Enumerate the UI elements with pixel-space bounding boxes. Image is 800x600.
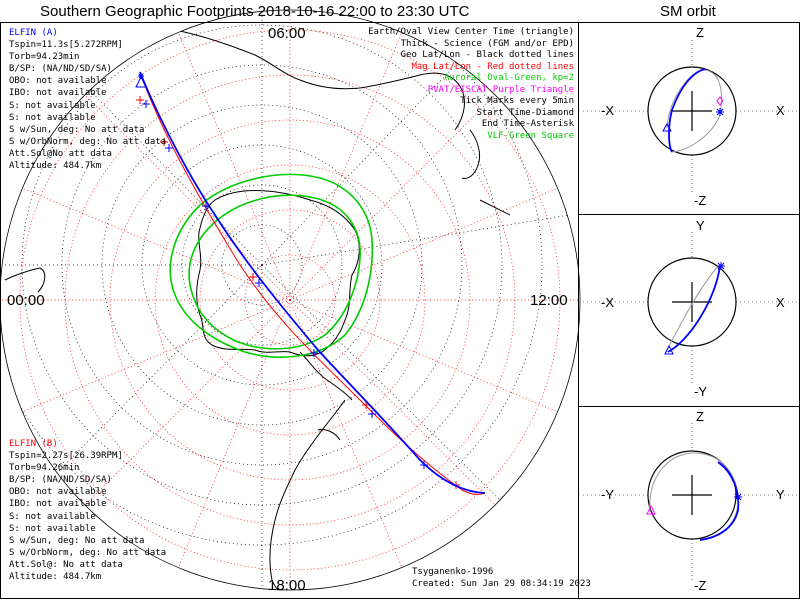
- elfin-b-line: ELFIN (B): [9, 439, 58, 449]
- elfin-a-line: S w/Sun, deg: No att data: [9, 124, 145, 135]
- panel2-right-label: X: [776, 295, 785, 310]
- legend-entry: Mag Lat/Lon - Red dotted lines: [411, 61, 574, 72]
- elfin-a-track: [139, 71, 486, 494]
- panel1-right-label: X: [776, 103, 785, 118]
- elfin-b-line: OBO: not available: [9, 487, 107, 498]
- elfin-b-ticks: [136, 96, 460, 489]
- elfin-b-line: S: not available: [9, 511, 96, 522]
- panel3-bottom-label: -Z: [694, 578, 707, 593]
- legend-entry: Tick Marks every 5min: [460, 96, 574, 106]
- elfin-b-line: Att.Sol@: No att data: [9, 559, 123, 570]
- elfin-b-line: B/SP: (NA/ND/SD/SA): [9, 475, 112, 486]
- legend-entry: Geo Lat/Lon - Black dotted lines: [400, 50, 574, 60]
- elfin-b-line: Torb=94.26min: [9, 463, 80, 474]
- created-timestamp: Created: Sun Jan 29 08:34:19 2023: [412, 579, 591, 589]
- auroral-oval: [169, 173, 374, 358]
- orbit-title: SM orbit: [660, 3, 716, 20]
- elfin-a-line: OBO: not available: [9, 76, 107, 87]
- clock-label-left: 00:00: [7, 292, 45, 309]
- elfin-b-info: ELFIN (B) Tspin=2.27s[26.39RPM] Torb=94.…: [9, 438, 166, 583]
- elfin-b-line: Tspin=2.27s[26.39RPM]: [9, 451, 123, 462]
- elfin-b-track: [139, 71, 486, 495]
- panel1-bottom-label: -Z: [694, 193, 707, 208]
- elfin-a-line: Torb=94.23min: [9, 52, 80, 63]
- orbit-panel-3: [583, 423, 798, 580]
- panel1-top-label: Z: [696, 25, 704, 40]
- elfin-a-line: Altitude: 484.7km: [9, 161, 102, 172]
- panel3-right-label: Y: [776, 487, 785, 502]
- elfin-a-line: S: not available: [9, 112, 96, 123]
- elfin-b-line: IBO: not available: [9, 499, 107, 510]
- coastlines: [4, 29, 511, 590]
- clock-label-bottom: 18:00: [268, 577, 306, 594]
- panel3-top-label: Z: [696, 409, 704, 424]
- model-credit: Tsyganenko-1996: [412, 567, 494, 577]
- clock-label-top: 06:00: [268, 25, 306, 42]
- elfin-a-line: S: not available: [9, 100, 96, 111]
- orbit-panel-1: [583, 40, 798, 195]
- map-legend: Earth/Oval View Center Time (triangle) T…: [368, 27, 574, 142]
- elfin-b-line: S w/OrbNorm, deg: No att data: [9, 547, 167, 558]
- elfin-b-line: S: not available: [9, 523, 96, 534]
- elfin-a-line: Att.Sol@No att data: [9, 148, 112, 159]
- legend-entry: Thick - Science (FGM and/or EPD): [400, 38, 574, 49]
- start-triangle-marker: [135, 73, 147, 88]
- elfin-b-line: S w/Sun, deg: No att data: [9, 535, 145, 546]
- panel1-left-label: -X: [601, 103, 614, 118]
- panel2-top-label: Y: [696, 218, 705, 233]
- elfin-a-ticks: [142, 100, 428, 469]
- elfin-a-info: ELFIN (A) Tspin=11.3s[5.272RPM] Torb=94.…: [9, 27, 166, 172]
- legend-entry: Earth/Oval View Center Time (triangle): [368, 27, 574, 37]
- elfin-a-line: ELFIN (A): [9, 28, 58, 38]
- clock-label-right: 12:00: [530, 292, 568, 309]
- legend-entry: End Time-Asterisk: [481, 119, 574, 129]
- panel3-left-label: -Y: [601, 487, 614, 502]
- geo-grid: [0, 10, 580, 590]
- elfin-a-line: B/SP: (NA/ND/SD/SA): [9, 64, 112, 75]
- elfin-a-line: S w/OrbNorm, deg: No att data: [9, 136, 167, 147]
- panel2-left-label: -X: [601, 295, 614, 310]
- map-disc-outline: [0, 9, 581, 591]
- elfin-a-line: Tspin=11.3s[5.272RPM]: [9, 40, 123, 51]
- legend-entry: VLF-Green Square: [487, 130, 574, 141]
- legend-entry: Auroral Oval-Green, kp=2: [443, 73, 574, 83]
- elfin-b-line: Altitude: 484.7km: [9, 572, 102, 583]
- mag-grid: [0, 10, 580, 590]
- elfin-a-line: IBO: not available: [9, 88, 107, 99]
- main-title: Southern Geographic Footprints 2018-10-1…: [40, 3, 470, 20]
- legend-entry: Start Time-Diamond: [476, 107, 574, 118]
- orbit-panel-2: [583, 232, 798, 385]
- panel2-bottom-label: -Y: [694, 384, 707, 399]
- legend-entry: PVAT/EISCAT-Purple Triangle: [427, 84, 574, 95]
